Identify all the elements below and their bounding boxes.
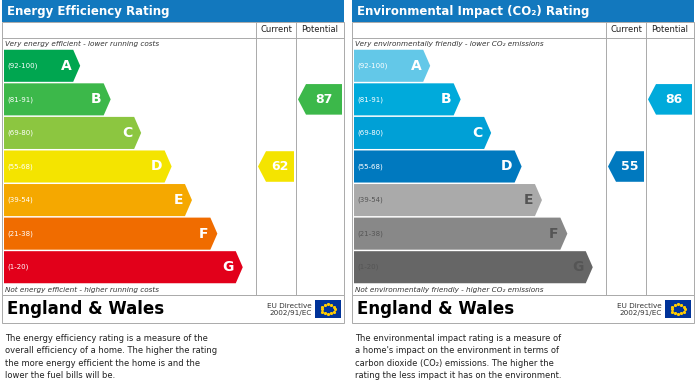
Text: Environmental Impact (CO₂) Rating: Environmental Impact (CO₂) Rating xyxy=(357,5,589,18)
Text: England & Wales: England & Wales xyxy=(7,300,164,318)
Text: (55-68): (55-68) xyxy=(7,163,33,170)
Text: Current: Current xyxy=(610,25,642,34)
Bar xyxy=(352,0,694,22)
Polygon shape xyxy=(354,218,568,250)
Text: D: D xyxy=(151,160,162,174)
Polygon shape xyxy=(354,117,491,149)
Text: (21-38): (21-38) xyxy=(357,230,383,237)
Text: (39-54): (39-54) xyxy=(357,197,383,203)
Polygon shape xyxy=(354,50,430,82)
Text: C: C xyxy=(122,126,132,140)
Polygon shape xyxy=(354,184,542,216)
Text: (1-20): (1-20) xyxy=(7,264,29,271)
Polygon shape xyxy=(4,117,141,149)
Text: Not environmentally friendly - higher CO₂ emissions: Not environmentally friendly - higher CO… xyxy=(355,287,543,292)
Polygon shape xyxy=(4,83,111,115)
Bar xyxy=(2,295,344,323)
Bar xyxy=(352,22,694,295)
Text: The environmental impact rating is a measure of
a home's impact on the environme: The environmental impact rating is a mea… xyxy=(355,334,561,380)
Polygon shape xyxy=(354,83,461,115)
Bar xyxy=(665,300,691,318)
Text: A: A xyxy=(410,59,421,73)
Text: Very energy efficient - lower running costs: Very energy efficient - lower running co… xyxy=(5,40,159,47)
Polygon shape xyxy=(608,151,644,182)
Text: 86: 86 xyxy=(666,93,682,106)
Bar xyxy=(352,295,694,323)
Text: Current: Current xyxy=(260,25,292,34)
Polygon shape xyxy=(4,151,171,183)
Text: Potential: Potential xyxy=(302,25,339,34)
Text: C: C xyxy=(472,126,482,140)
Polygon shape xyxy=(4,50,80,82)
Polygon shape xyxy=(354,251,593,283)
Text: 87: 87 xyxy=(315,93,332,106)
Text: 62: 62 xyxy=(272,160,288,173)
Text: E: E xyxy=(524,193,533,207)
Bar xyxy=(315,300,341,318)
Text: E: E xyxy=(174,193,183,207)
Text: D: D xyxy=(501,160,512,174)
Text: G: G xyxy=(223,260,234,274)
Text: Potential: Potential xyxy=(652,25,689,34)
Text: (92-100): (92-100) xyxy=(357,63,387,69)
Text: (21-38): (21-38) xyxy=(7,230,33,237)
Text: (1-20): (1-20) xyxy=(357,264,379,271)
Text: (81-91): (81-91) xyxy=(7,96,33,102)
Text: F: F xyxy=(199,227,209,240)
Text: B: B xyxy=(441,92,452,106)
Text: (92-100): (92-100) xyxy=(7,63,37,69)
Bar xyxy=(2,22,344,295)
Polygon shape xyxy=(258,151,294,182)
Text: B: B xyxy=(91,92,101,106)
Text: Energy Efficiency Rating: Energy Efficiency Rating xyxy=(7,5,169,18)
Polygon shape xyxy=(4,218,218,250)
Text: England & Wales: England & Wales xyxy=(357,300,514,318)
Polygon shape xyxy=(298,84,342,115)
Text: Not energy efficient - higher running costs: Not energy efficient - higher running co… xyxy=(5,287,159,292)
Text: The energy efficiency rating is a measure of the
overall efficiency of a home. T: The energy efficiency rating is a measur… xyxy=(5,334,217,380)
Text: 55: 55 xyxy=(622,160,638,173)
Polygon shape xyxy=(4,184,192,216)
Text: EU Directive
2002/91/EC: EU Directive 2002/91/EC xyxy=(267,303,312,316)
Text: (39-54): (39-54) xyxy=(7,197,33,203)
Text: (55-68): (55-68) xyxy=(357,163,383,170)
Bar xyxy=(2,0,344,22)
Polygon shape xyxy=(354,151,522,183)
Text: A: A xyxy=(60,59,71,73)
Text: F: F xyxy=(549,227,559,240)
Text: EU Directive
2002/91/EC: EU Directive 2002/91/EC xyxy=(617,303,662,316)
Text: (69-80): (69-80) xyxy=(357,130,383,136)
Text: (81-91): (81-91) xyxy=(357,96,383,102)
Polygon shape xyxy=(648,84,692,115)
Polygon shape xyxy=(4,251,243,283)
Text: G: G xyxy=(573,260,584,274)
Text: (69-80): (69-80) xyxy=(7,130,33,136)
Text: Very environmentally friendly - lower CO₂ emissions: Very environmentally friendly - lower CO… xyxy=(355,40,544,47)
